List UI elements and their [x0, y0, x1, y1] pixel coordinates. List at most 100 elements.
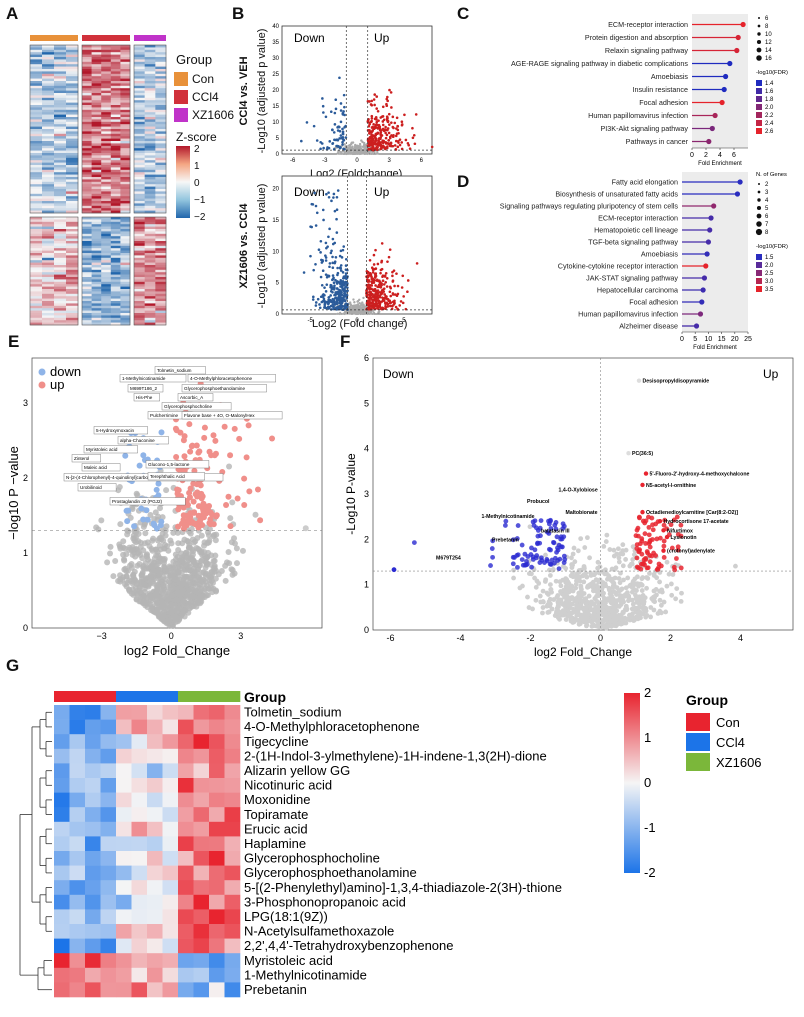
heatmap-cell [66, 59, 79, 63]
point-down [323, 304, 327, 308]
heatmap-cell [134, 129, 145, 132]
point-ns [147, 575, 154, 582]
point-up [241, 502, 248, 509]
heatmap-cell [91, 83, 102, 87]
heatmap-cell [134, 162, 145, 166]
point-up [389, 301, 392, 304]
point-ns [183, 553, 190, 560]
heatmap-cell [144, 205, 156, 209]
point-ns [606, 606, 612, 612]
point-up [190, 498, 197, 505]
point-ns [188, 603, 195, 610]
heatmap-cell [82, 136, 92, 139]
heatmap-cell [91, 148, 102, 151]
heatmap-cell [110, 52, 121, 55]
heatmap-cell [134, 248, 145, 251]
heatmap-cell [101, 310, 112, 314]
point-ns [584, 535, 590, 541]
heatmap-cell [120, 231, 131, 235]
heatmap-cell [110, 191, 121, 195]
heatmap-cell [134, 66, 145, 70]
heatmap-cell [66, 61, 79, 65]
point-up [387, 112, 391, 116]
heatmap-cell [82, 57, 92, 60]
heatmap-cell [155, 47, 167, 51]
point-down [322, 111, 325, 114]
heatmap-cell [101, 85, 112, 89]
point-down [537, 560, 543, 565]
point-ns [530, 606, 535, 612]
heatmap-cell [82, 129, 92, 132]
point-down [341, 248, 345, 252]
point-down [522, 551, 528, 557]
heatmap-cell [134, 184, 145, 187]
point-up [386, 260, 389, 263]
point-ns [166, 609, 173, 616]
point-ns [678, 598, 684, 604]
heatmap-cell [91, 66, 102, 70]
point-up [380, 292, 384, 295]
heatmap-cell [134, 181, 145, 185]
heatmap-cell [30, 131, 43, 135]
heatmap-cell [42, 260, 55, 263]
heatmap-cell [30, 90, 43, 94]
down-label: Down [294, 31, 325, 45]
heatmap-cell [110, 109, 121, 113]
heatmap-cell [42, 291, 55, 295]
heatmap-cell [91, 305, 102, 309]
heatmap-cell [91, 109, 102, 113]
point-up [391, 115, 395, 119]
point-ns [126, 587, 133, 594]
lollipop-dot [719, 99, 725, 106]
point-up [377, 144, 381, 147]
heatmap-cell [42, 109, 55, 113]
heatmap-cell [120, 181, 131, 185]
heatmap-cell [91, 102, 102, 106]
heatmap-cell [82, 250, 92, 254]
heatmap-cell [42, 298, 55, 302]
point-up [369, 135, 373, 139]
heatmap-cell [54, 167, 67, 171]
heatmap-cell [54, 57, 67, 60]
point-annotation: Glycerophosphocholine [161, 402, 232, 411]
heatmap-cell [82, 126, 92, 130]
heatmap-cell [101, 241, 112, 244]
point-down [324, 290, 328, 293]
heatmap-cell [110, 165, 121, 168]
point-ns [640, 611, 646, 617]
heatmap-cell [155, 136, 167, 139]
heatmap-cell [30, 179, 43, 183]
color-legend-label: 2.0 [765, 105, 774, 111]
heatmap-cell [144, 241, 156, 244]
point-down [324, 241, 328, 245]
point-up [227, 523, 234, 530]
heatmap-cell [110, 315, 121, 319]
heatmap-cell [144, 224, 156, 227]
point-ns [338, 312, 341, 316]
point-annotation: Flavone base + 4O, O-MalonylHex [181, 411, 283, 420]
heatmap-cell [66, 250, 79, 254]
category-label: Focal adhesion [639, 98, 688, 107]
point-up [383, 275, 387, 278]
point-ns [359, 151, 363, 154]
heatmap-cell [82, 138, 92, 142]
point-ns [154, 537, 161, 544]
point-down [331, 274, 335, 277]
heatmap-cell [91, 226, 102, 230]
lollipop-dot [700, 287, 706, 293]
heatmap-cell [30, 136, 43, 139]
point-down [320, 283, 324, 287]
lollipop-dot [737, 179, 743, 185]
category-label: TGF-beta signaling pathway [588, 238, 678, 247]
color-legend-swatch [756, 112, 762, 118]
point-up [386, 128, 389, 132]
point-up [191, 509, 198, 516]
heatmap-cell [134, 100, 145, 103]
color-legend-label: 2.5 [765, 271, 774, 277]
point-ns [584, 604, 590, 609]
heatmap-cell [101, 177, 112, 180]
heatmap-cell [82, 317, 92, 321]
heatmap-cell [120, 138, 131, 142]
heatmap-cell [134, 126, 145, 130]
point-up [373, 287, 377, 291]
